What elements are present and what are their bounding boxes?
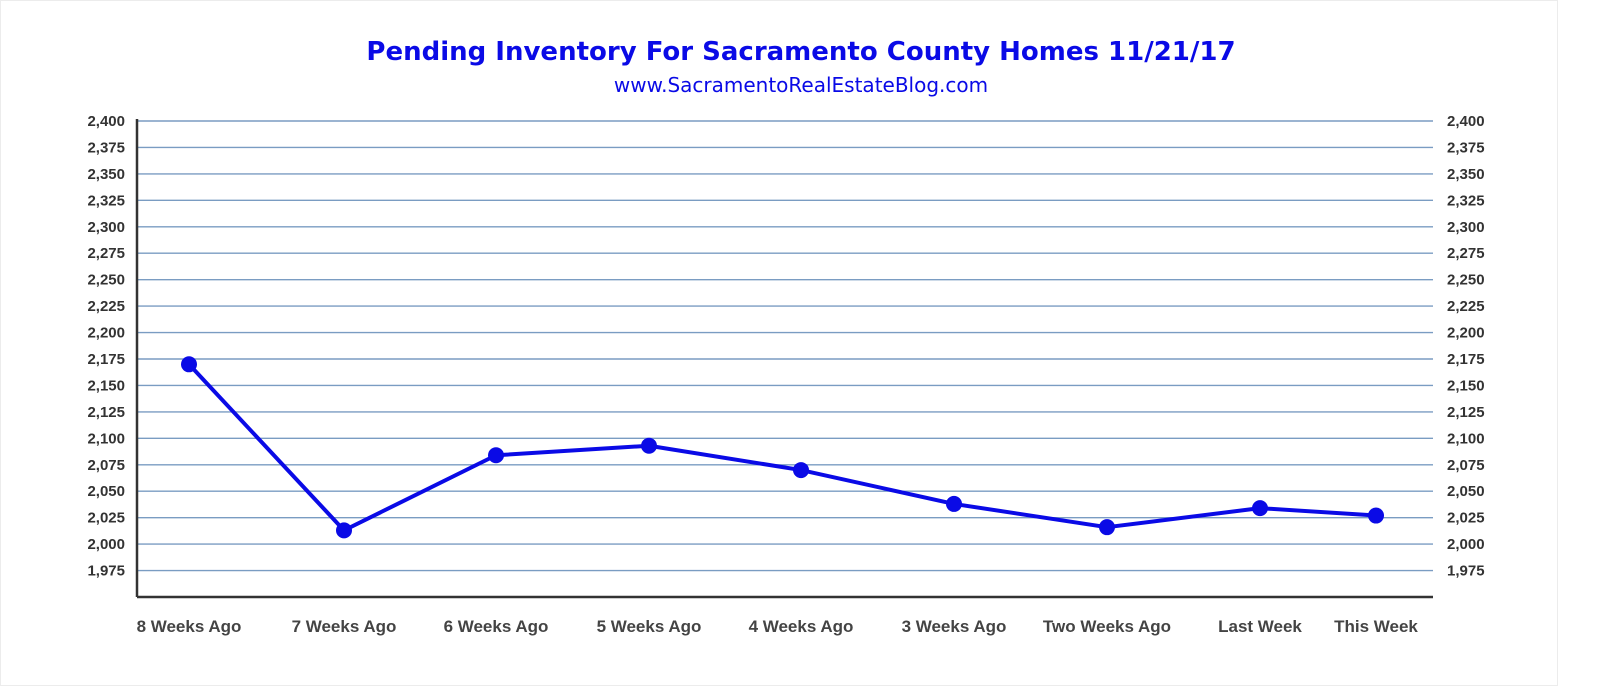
x-tick-4: 5 Weeks Ago <box>597 617 702 636</box>
y-tick-left-2100: 2,100 <box>87 430 125 447</box>
y-tick-right-2200: 2,200 <box>1447 325 1485 342</box>
data-point-2 <box>336 522 352 539</box>
x-tick-7: Two Weeks Ago <box>1043 617 1171 636</box>
x-tick-1: 8 Weeks Ago <box>137 617 242 636</box>
y-tick-right-2025: 2,025 <box>1447 510 1485 527</box>
y-tick-left-2000: 2,000 <box>87 536 125 553</box>
y-tick-right-2250: 2,250 <box>1447 272 1485 289</box>
series-line-1 <box>187 362 1378 533</box>
y-tick-right-2350: 2,350 <box>1447 166 1485 183</box>
x-tick-8: Last Week <box>1218 617 1302 636</box>
y-tick-left-2150: 2,150 <box>87 377 125 394</box>
y-tick-left-2225: 2,225 <box>87 298 125 315</box>
data-point-6 <box>946 495 962 512</box>
data-point-8 <box>1252 500 1268 517</box>
y-tick-right-2375: 2,375 <box>1447 139 1485 156</box>
x-tick-6: 3 Weeks Ago <box>902 617 1007 636</box>
y-tick-right-2125: 2,125 <box>1447 404 1485 421</box>
y-tick-left-2325: 2,325 <box>87 192 125 209</box>
y-tick-right-2000: 2,000 <box>1447 536 1485 553</box>
y-tick-left-2050: 2,050 <box>87 483 125 500</box>
data-point-9 <box>1368 507 1384 524</box>
y-tick-left-2075: 2,075 <box>87 457 125 474</box>
grid-layer <box>137 120 1433 572</box>
y-tick-left-2350: 2,350 <box>87 166 125 183</box>
y-tick-left-2375: 2,375 <box>87 139 125 156</box>
y-tick-right-2225: 2,225 <box>1447 298 1485 315</box>
x-tick-labels: 8 Weeks Ago 7 Weeks Ago 6 Weeks Ago 5 Weeks… <box>137 617 1419 636</box>
chart-title: Pending Inventory For Sacramento County … <box>366 37 1235 67</box>
y-tick-left-2275: 2,275 <box>87 245 125 262</box>
y-tick-right-2400: 2,400 <box>1447 113 1485 130</box>
y-tick-right-2300: 2,300 <box>1447 219 1485 236</box>
data-point-5 <box>793 462 809 479</box>
y-tick-left-1975: 1,975 <box>87 563 125 580</box>
y-tick-left-2250: 2,250 <box>87 272 125 289</box>
y-tick-right-2325: 2,325 <box>1447 192 1485 209</box>
y-tick-left-2400: 2,400 <box>87 113 125 130</box>
y-tick-left-2300: 2,300 <box>87 219 125 236</box>
y-tick-right-2075: 2,075 <box>1447 457 1485 474</box>
x-tick-3: 6 Weeks Ago <box>444 617 549 636</box>
x-tick-9: This Week <box>1334 617 1418 636</box>
y-tick-left-2025: 2,025 <box>87 510 125 527</box>
y-tick-left-2125: 2,125 <box>87 404 125 421</box>
x-tick-5: 4 Weeks Ago <box>749 617 854 636</box>
data-point-4 <box>641 437 657 454</box>
data-point-3 <box>488 447 504 464</box>
y-tick-right-2050: 2,050 <box>1447 483 1485 500</box>
y-tick-left-2200: 2,200 <box>87 325 125 342</box>
y-tick-left-2175: 2,175 <box>87 351 125 368</box>
y-tick-right-2100: 2,100 <box>1447 430 1485 447</box>
y-tick-right-2175: 2,175 <box>1447 351 1485 368</box>
y-tick-right-2150: 2,150 <box>1447 377 1485 394</box>
series-layer <box>181 356 1384 539</box>
data-point-7 <box>1099 519 1115 536</box>
y-tick-right-2275: 2,275 <box>1447 245 1485 262</box>
axis-layer <box>135 119 1433 599</box>
y-tick-right-1975: 1,975 <box>1447 563 1485 580</box>
x-tick-2: 7 Weeks Ago <box>292 617 397 636</box>
chart-frame: Pending Inventory For Sacramento County … <box>0 0 1558 686</box>
y-tick-labels: 1,975 1,975 2,000 2,000 2,025 2,025 2,050 2,050… <box>87 113 1484 580</box>
chart-subtitle: www.SacramentoRealEstateBlog.com <box>614 73 988 97</box>
data-point-1 <box>181 356 197 373</box>
